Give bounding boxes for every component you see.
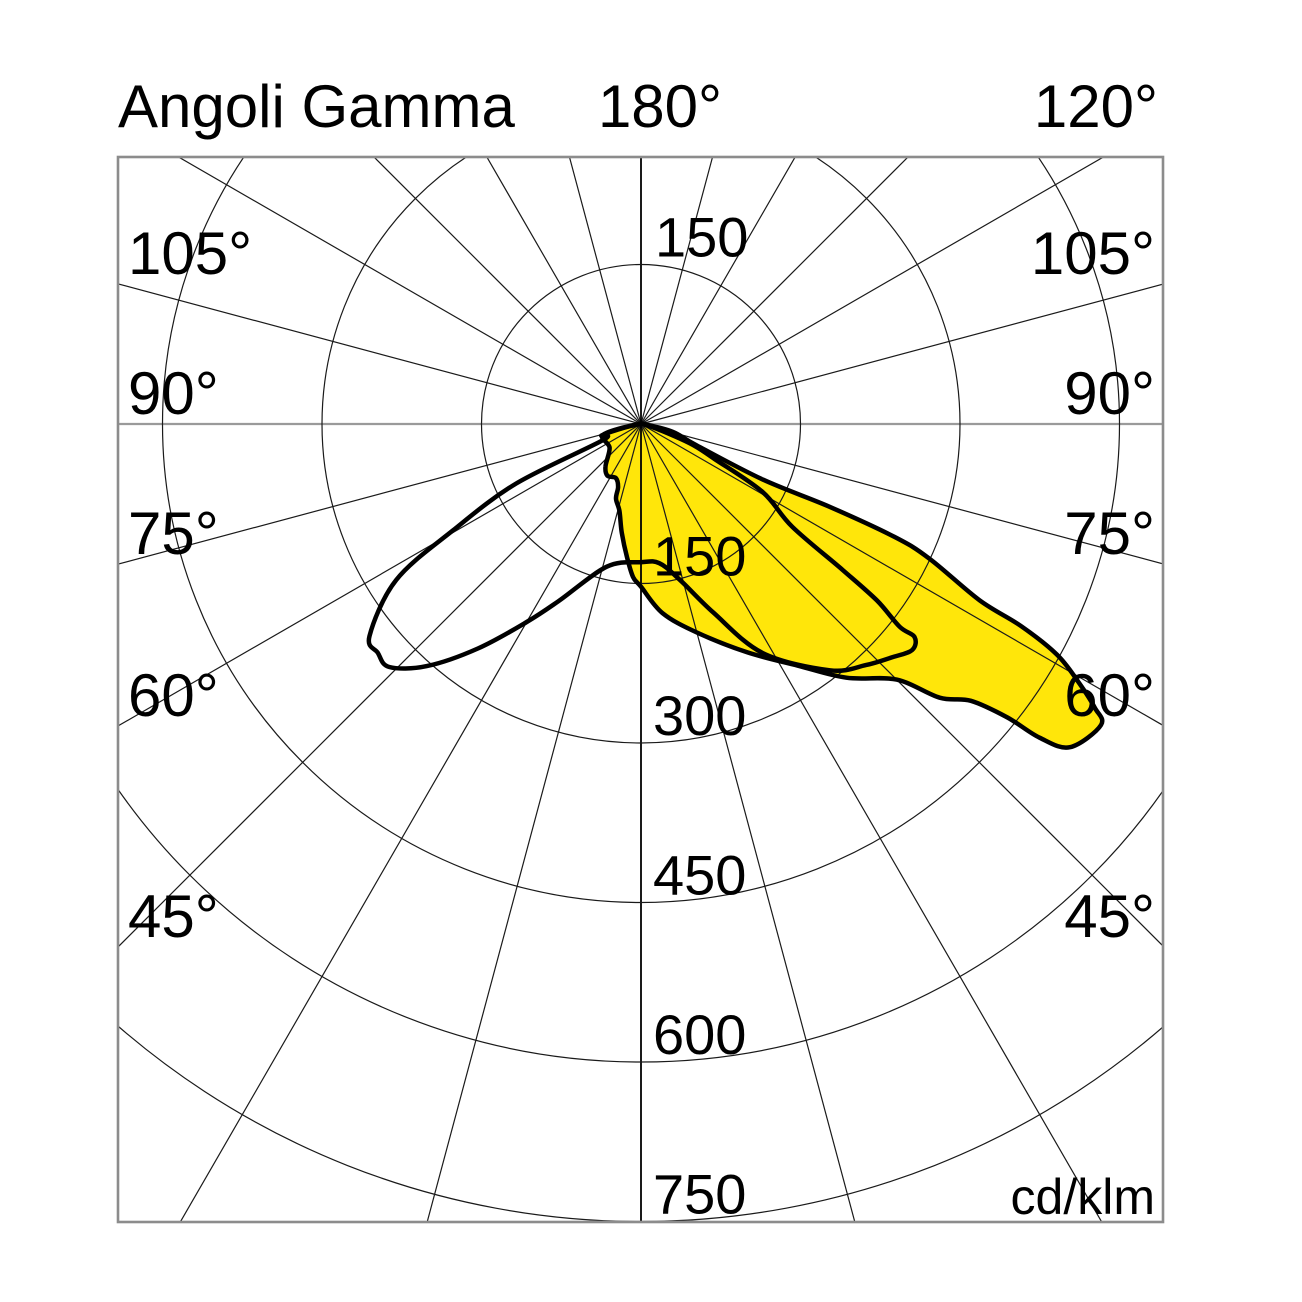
ring-label-750: 750: [653, 1163, 746, 1226]
angle-label-right-60: 60°: [1064, 662, 1155, 729]
unit-label: cd/klm: [1011, 1169, 1155, 1225]
grid-ring-750: [118, 1025, 1163, 1222]
angle-label-right-45: 45°: [1064, 883, 1155, 950]
gamma-ray-300: [118, 423, 642, 727]
angle-label-left-75: 75°: [128, 500, 219, 567]
gamma-ray-120: [640, 157, 1105, 425]
gamma-ray-225: [373, 157, 642, 425]
gamma-ray-45: [640, 423, 1163, 947]
ring-label-150: 150: [653, 525, 746, 588]
gamma-ray-135: [640, 157, 909, 425]
angle-label-left-45: 45°: [128, 883, 219, 950]
chart-frame: [116, 155, 1165, 1224]
top-axis-label-120: 120°: [1033, 73, 1158, 140]
grid-ring-450: [162, 157, 1120, 903]
diagram-title: Angoli Gamma: [118, 73, 515, 140]
angle-label-left-90: 90°: [128, 360, 219, 427]
gamma-ray-165: [640, 157, 714, 425]
gamma-ray-15: [640, 423, 856, 1222]
filled-lobe-outline: [599, 421, 1105, 750]
filled-lobe-fill: [602, 423, 1103, 748]
outline-lobes-curve: [366, 421, 918, 673]
gamma-ray-150: [640, 157, 796, 425]
top-axis-label-180: 180°: [597, 73, 723, 140]
grid-ring-300: [321, 157, 961, 744]
gamma-ray-195: [568, 157, 642, 425]
gamma-ray-60: [640, 423, 1163, 727]
ring-label-450: 450: [653, 844, 746, 907]
grid-ring-600: [118, 788, 1163, 1063]
angle-label-right-105: 105°: [1031, 220, 1155, 287]
ring-label-300: 300: [653, 684, 746, 747]
gamma-ray-75: [640, 423, 1163, 565]
gamma-ray-210: [486, 157, 642, 425]
angle-label-left-60: 60°: [128, 662, 219, 729]
gamma-ray-315: [118, 423, 642, 948]
gamma-ray-240: [177, 157, 642, 425]
angle-label-right-90: 90°: [1064, 360, 1155, 427]
gamma-ray-345: [426, 423, 642, 1222]
angle-label-left-105: 105°: [128, 220, 252, 287]
ring-label-top-150: 150: [655, 206, 748, 269]
gamma-ray-30: [640, 423, 1103, 1222]
ring-label-600: 600: [653, 1003, 746, 1066]
gamma-ray-330: [179, 423, 642, 1222]
gamma-ray-285: [118, 423, 642, 565]
angle-label-right-75: 75°: [1064, 500, 1155, 567]
gamma-ray-255: [118, 283, 642, 425]
gamma-ray-105: [640, 283, 1163, 425]
